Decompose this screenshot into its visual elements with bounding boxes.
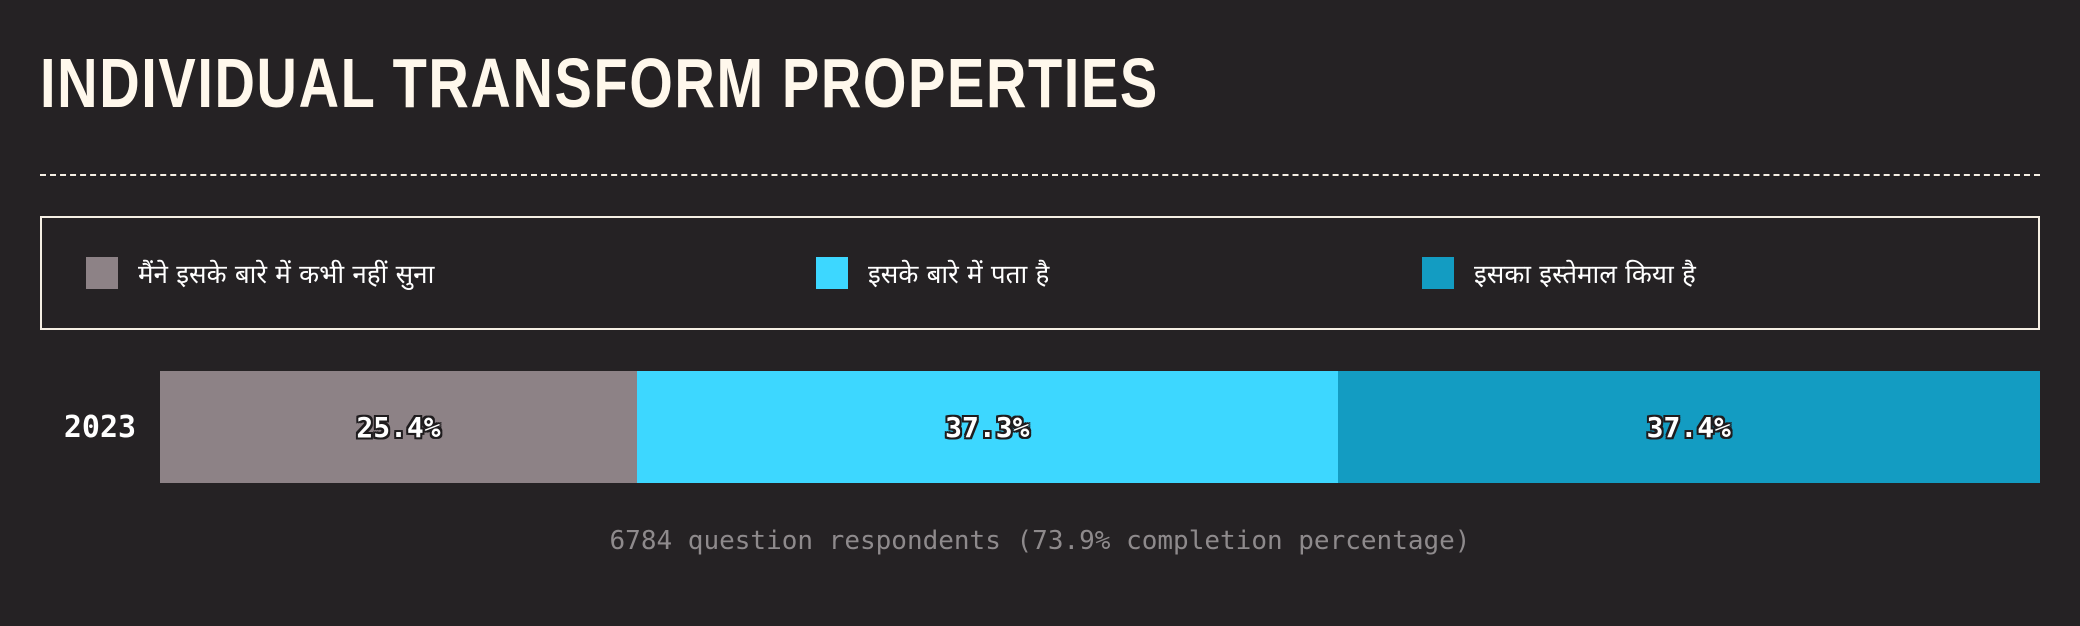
legend-swatch — [1422, 257, 1454, 289]
category-label-2023: 2023 — [63, 409, 137, 445]
stacked-bar: 25.4% 37.3% 37.4% — [160, 371, 2040, 483]
legend-item-never-heard: मैंने इसके बारे में कभी नहीं सुना — [86, 218, 434, 328]
bar-segment: 25.4% — [160, 371, 638, 483]
respondents-note: 6784 question respondents (73.9% complet… — [609, 526, 1471, 556]
bar-segment: 37.3% — [637, 371, 1338, 483]
legend-swatch — [86, 257, 118, 289]
legend-label: मैंने इसके बारे में कभी नहीं सुना — [138, 260, 435, 290]
legend-item-know-about: इसके बारे में पता है — [816, 218, 1049, 328]
legend-label: इसके बारे में पता है — [868, 260, 1050, 290]
legend: मैंने इसके बारे में कभी नहीं सुना इसके ब… — [40, 216, 2040, 330]
legend-item-used-it: इसका इस्तेमाल किया है — [1422, 218, 1696, 328]
bar-value-label: 37.3% — [945, 410, 1030, 444]
legend-swatch — [816, 257, 848, 289]
chart-title: INDIVIDUAL TRANSFORM PROPERTIES — [40, 44, 1159, 122]
divider — [40, 174, 2040, 176]
legend-label: इसका इस्तेमाल किया है — [1474, 260, 1696, 290]
bar-value-label: 25.4% — [356, 410, 441, 444]
bar-segment: 37.4% — [1337, 371, 2040, 483]
bar-value-label: 37.4% — [1646, 410, 1731, 444]
